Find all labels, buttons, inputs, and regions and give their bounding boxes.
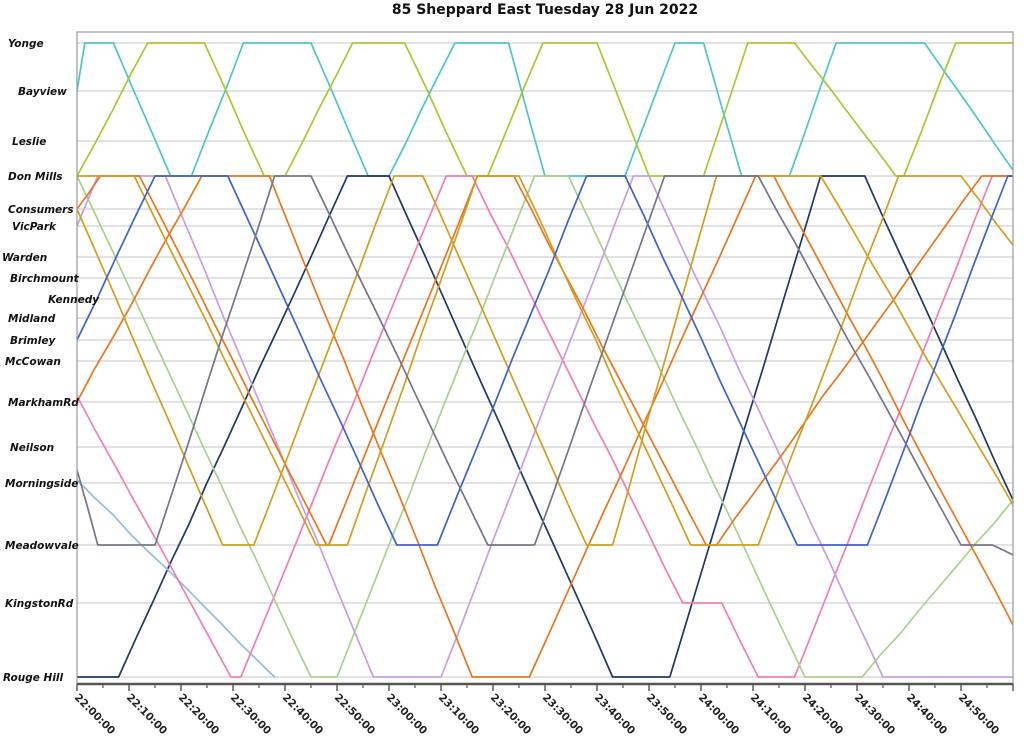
- vehicle-trace-run-goldenrod-2: [77, 175, 1013, 546]
- station-label-warden: Warden: [2, 252, 47, 264]
- x-tick-label: 22:00:00: [72, 692, 117, 737]
- vehicle-trace-run-pink: [77, 175, 1013, 678]
- vehicle-traces: [77, 42, 1013, 678]
- station-label-leslie: Leslie: [12, 136, 46, 148]
- station-label-neilson: Neilson: [10, 442, 54, 454]
- plot-border: [76, 31, 1014, 685]
- vehicle-trace-run-green-west: [77, 42, 1013, 177]
- station-label-rouge-hill: Rouge Hill: [3, 672, 64, 684]
- station-labels: Yonge Bayview Leslie Don Mills Consumers VicP…: [2, 38, 100, 684]
- station-label-kennedy: Kennedy: [48, 294, 100, 306]
- station-label-don-mills: Don Mills: [8, 171, 63, 183]
- vehicle-trace-run-orange-2: [77, 175, 1013, 678]
- x-tick-label: 23:10:00: [436, 692, 481, 737]
- station-label-markhamrd: MarkhamRd: [8, 397, 79, 409]
- station-label-yonge: Yonge: [8, 38, 44, 50]
- station-label-meadowvale: Meadowvale: [5, 540, 79, 552]
- station-label-morningside: Morningside: [5, 478, 78, 490]
- station-label-vicpark: VicPark: [12, 221, 57, 233]
- x-tick-label: 23:20:00: [488, 692, 533, 737]
- station-label-consumers: Consumers: [8, 204, 74, 216]
- x-tick-label: 24:50:00: [956, 692, 1001, 737]
- x-tick-label: 24:30:00: [852, 692, 897, 737]
- station-label-brimley: Brimley: [10, 335, 56, 347]
- x-tick-label: 22:30:00: [228, 692, 273, 737]
- x-tick-label: 24:00:00: [696, 692, 741, 737]
- vehicle-trace-run-gray: [77, 175, 1013, 556]
- x-tick-label: 24:20:00: [800, 692, 845, 737]
- x-tick-label: 22:10:00: [124, 692, 169, 737]
- vehicle-trace-run-goldenrod-1: [77, 175, 1013, 546]
- vehicle-trace-run-cyan-west: [77, 42, 1013, 177]
- plot-frame: [76, 31, 1014, 686]
- station-label-mccowan: McCowan: [5, 356, 61, 368]
- x-tick-label: 23:30:00: [540, 692, 585, 737]
- vehicle-trace-run-lightblue: [77, 479, 276, 678]
- station-label-midland: Midland: [8, 313, 56, 325]
- x-tick-label: 22:20:00: [176, 692, 221, 737]
- x-tick-label: 22:50:00: [332, 692, 377, 737]
- vehicle-trace-run-navy: [77, 175, 1013, 678]
- vehicle-trace-run-lightgreen: [77, 175, 1013, 678]
- vehicle-trace-run-lavender: [77, 175, 1013, 678]
- chart-title: 85 Sheppard East Tuesday 28 Jun 2022: [392, 2, 698, 18]
- x-tick-label: 22:40:00: [280, 692, 325, 737]
- x-axis-ticks: 22:00:00 22:10:00 22:20:00 22:30:00 22:40:00…: [72, 684, 1014, 737]
- station-label-kingstonrd: KingstonRd: [5, 598, 74, 610]
- x-tick-label: 24:40:00: [904, 692, 949, 737]
- x-tick-label: 23:50:00: [644, 692, 689, 737]
- station-label-birchmount: Birchmount: [10, 273, 80, 285]
- x-tick-label: 24:10:00: [748, 692, 793, 737]
- vehicle-trace-run-blue: [77, 175, 1013, 546]
- station-label-bayview: Bayview: [18, 86, 67, 98]
- x-tick-label: 23:00:00: [384, 692, 429, 737]
- x-tick-label: 23:40:00: [592, 692, 637, 737]
